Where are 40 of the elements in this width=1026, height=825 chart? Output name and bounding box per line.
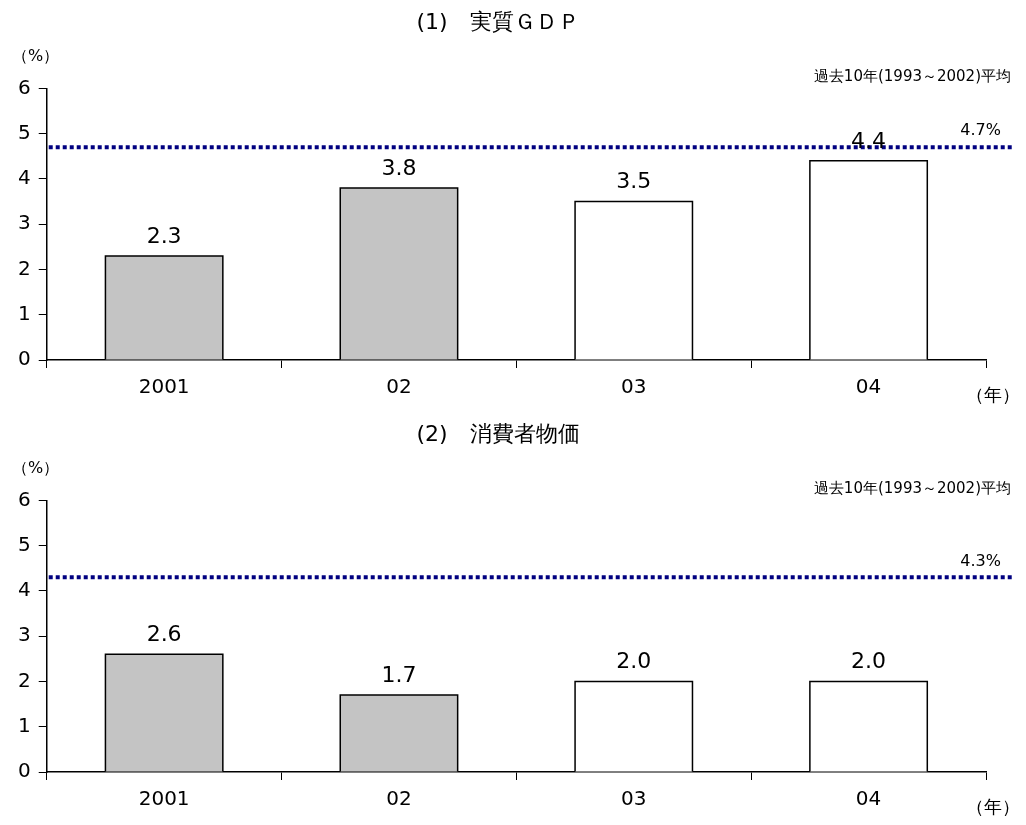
- data-label: 2.6: [146, 621, 182, 647]
- x-tick-label: 04: [855, 786, 882, 811]
- data-label: 4.4: [851, 127, 887, 153]
- y-tick-label: 4: [17, 165, 31, 190]
- y-axis-title: （%）: [12, 457, 60, 477]
- y-tick-label: 0: [17, 346, 31, 371]
- y-tick-label: 1: [17, 712, 31, 737]
- y-tick-label: 3: [17, 210, 31, 235]
- y-tick-label: 6: [17, 74, 31, 99]
- y-tick-label: 0: [17, 758, 31, 783]
- data-label: 2.0: [851, 648, 887, 674]
- text: 過去10年(1993～2002)平均: [813, 478, 1011, 497]
- y-tick-label: 5: [17, 119, 31, 144]
- y-tick-label: 5: [17, 531, 31, 556]
- data-label: 2.0: [616, 648, 652, 674]
- data-label: 2.3: [146, 222, 182, 248]
- x-tick-label: 03: [621, 786, 647, 811]
- chart-title: (2) 消費者物価: [416, 420, 580, 446]
- x-axis-title: （年）: [966, 795, 1020, 817]
- data-label: 3.8: [381, 154, 417, 180]
- y-tick-label: 1: [17, 300, 31, 325]
- ref-line-label: 4.7%: [960, 120, 1001, 140]
- x-tick-label: 04: [855, 374, 882, 399]
- x-tick-label: 02: [386, 786, 412, 811]
- y-tick-label: 2: [17, 667, 31, 692]
- y-tick-label: 3: [17, 622, 31, 647]
- y-tick-label: 2: [17, 255, 31, 280]
- x-tick-label: 2001: [138, 374, 190, 399]
- data-label: 3.5: [616, 168, 652, 194]
- x-tick-label: 2001: [138, 786, 190, 811]
- x-axis-title: （年）: [966, 383, 1020, 405]
- y-tick-label: 6: [17, 486, 31, 511]
- y-axis-title: （%）: [12, 45, 60, 65]
- data-label: 1.7: [381, 661, 417, 687]
- x-tick-label: 03: [621, 374, 647, 399]
- ref-line-label: 4.3%: [960, 550, 1001, 570]
- y-tick-label: 4: [17, 577, 31, 602]
- x-tick-label: 02: [386, 374, 412, 399]
- text: 過去10年(1993～2002)平均: [813, 66, 1011, 85]
- chart-title: (1) 実質ＧＤＰ: [416, 8, 580, 34]
